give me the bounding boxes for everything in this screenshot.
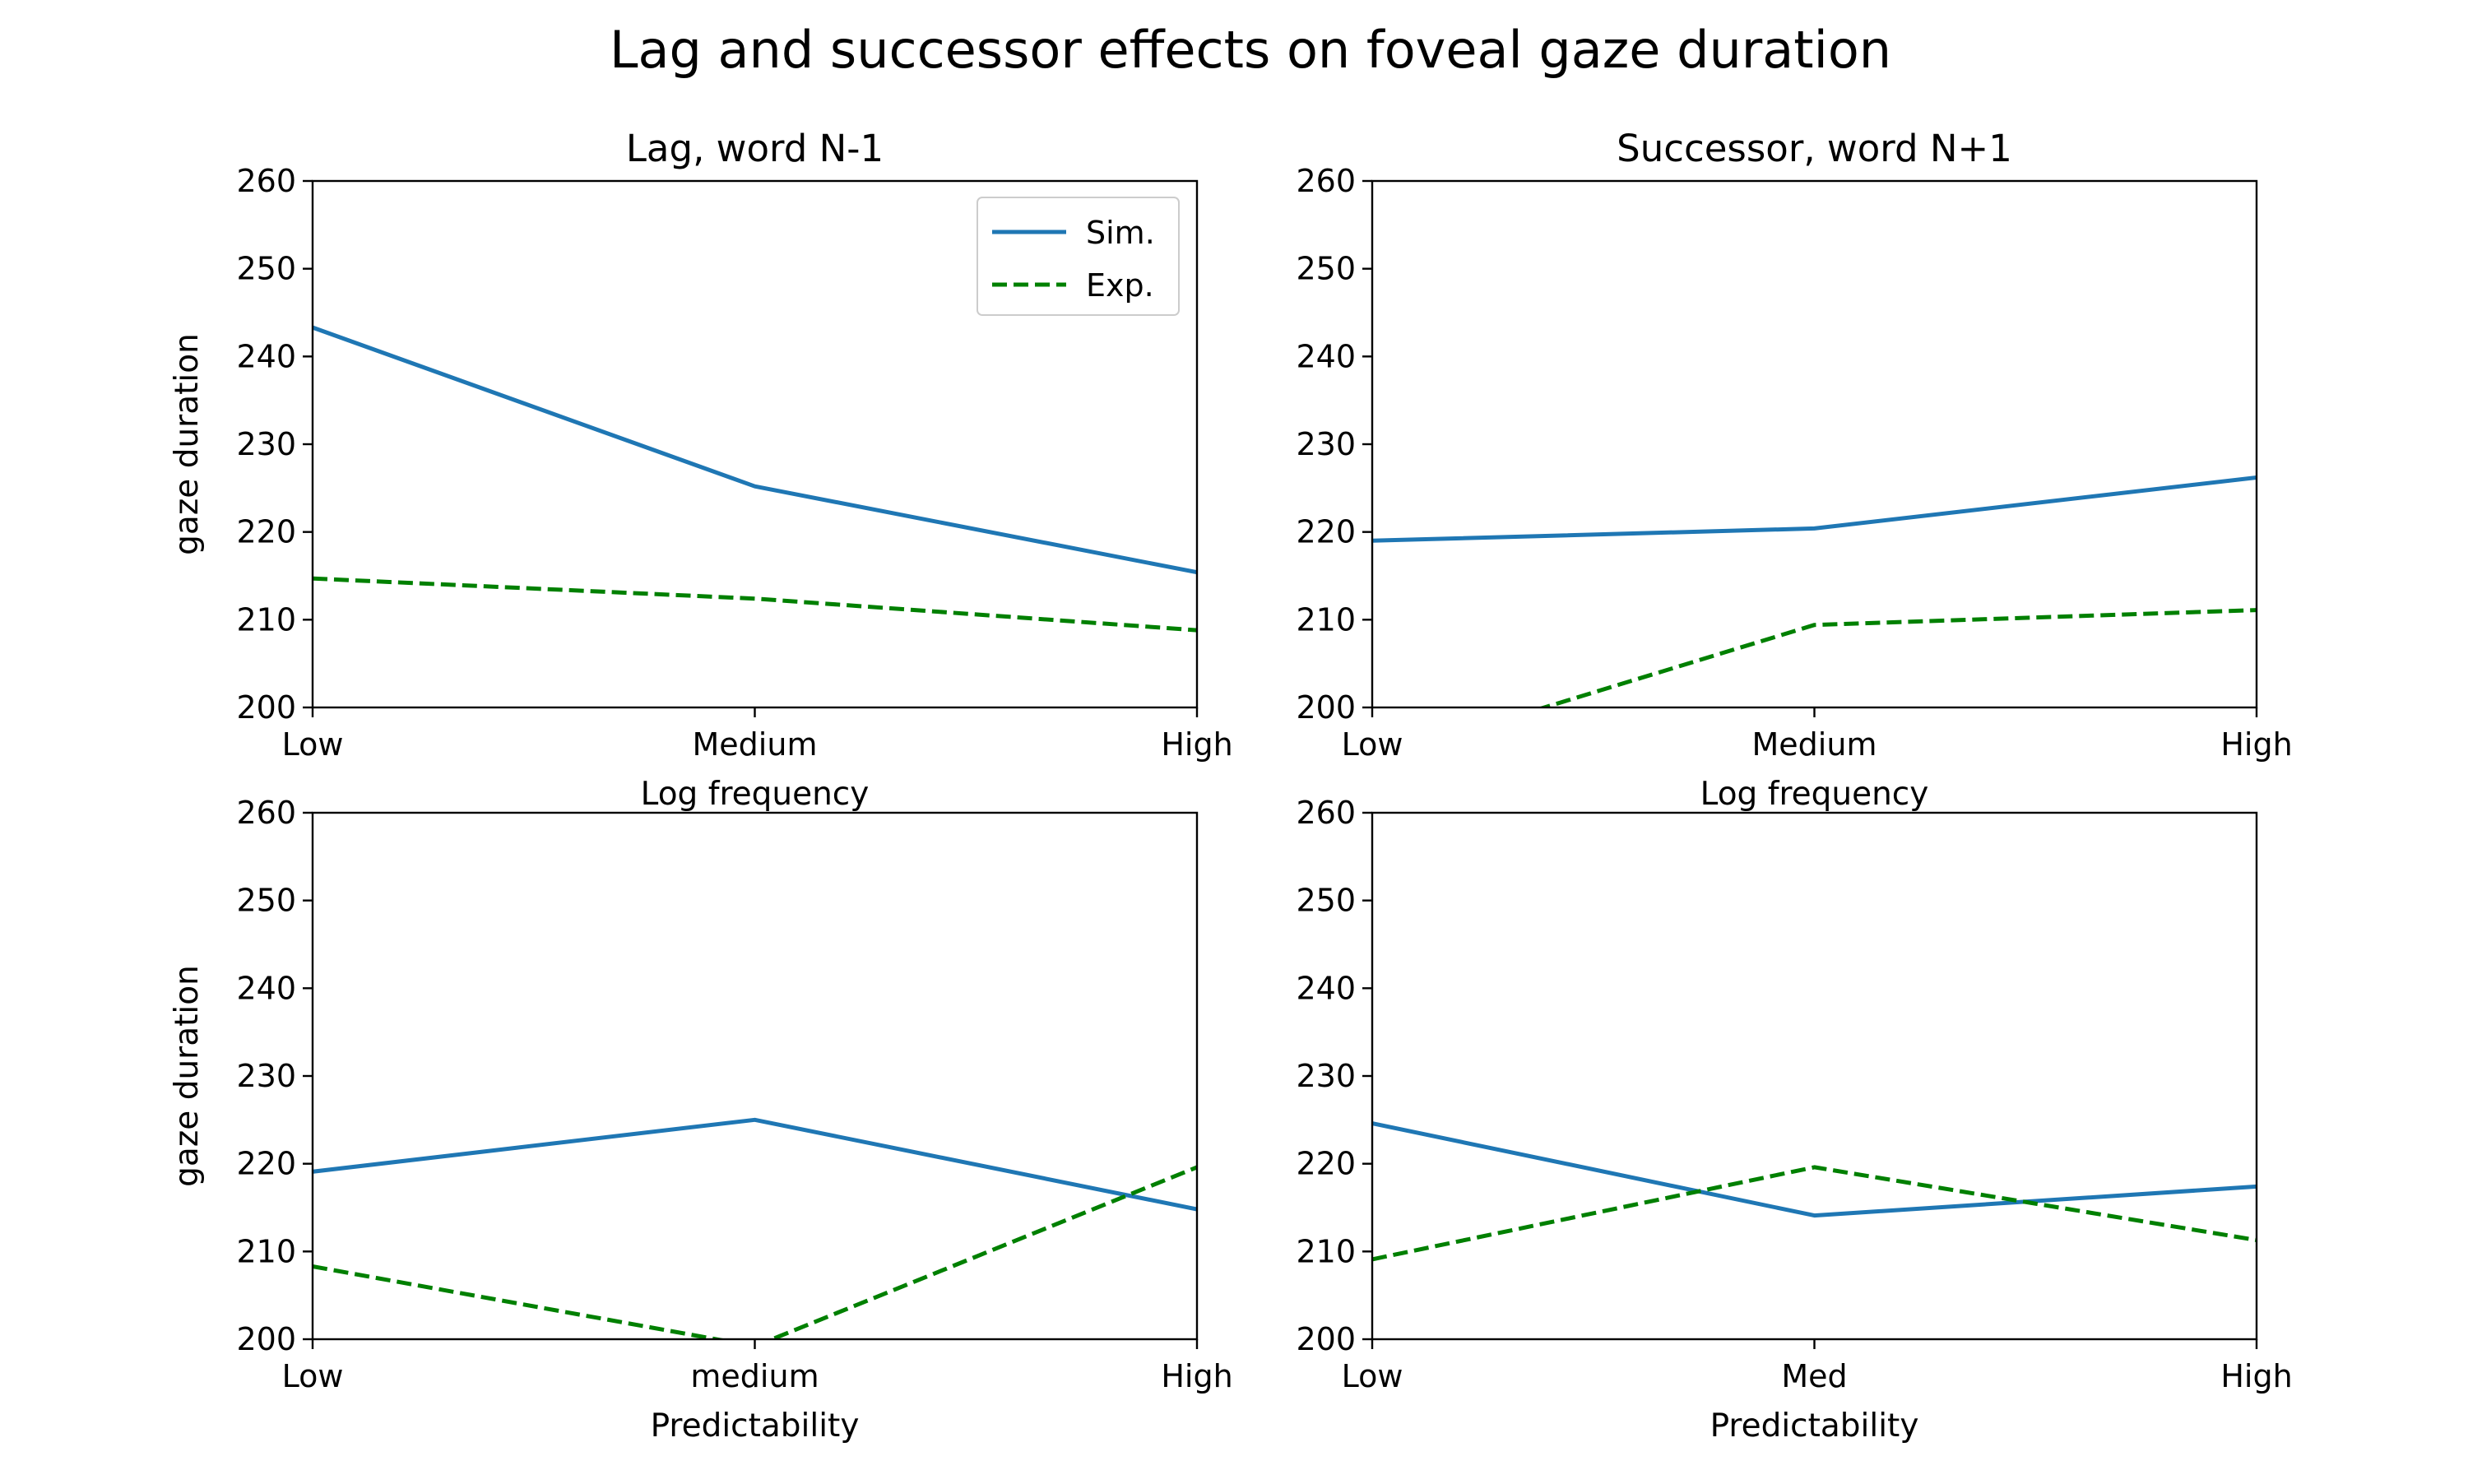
x-axis-label: Predictability bbox=[1710, 1407, 1919, 1445]
y-tick-label: 240 bbox=[236, 338, 296, 374]
series-line-sim bbox=[313, 1117, 1197, 1212]
x-tick-label: Medium bbox=[693, 726, 818, 763]
y-tick-label: 210 bbox=[1296, 601, 1356, 638]
y-tick-label: 240 bbox=[236, 970, 296, 1006]
subplot-title: Lag, word N-1 bbox=[626, 127, 884, 170]
legend: Sim. Exp. bbox=[977, 197, 1180, 316]
subplot-4: 200 210 220 230 240 250 260 Low Med High Predictab… bbox=[1296, 795, 2292, 1445]
y-tick-label: 250 bbox=[236, 251, 296, 287]
legend-label-exp: Exp. bbox=[1086, 267, 1154, 304]
subplot-title: Successor, word N+1 bbox=[1617, 127, 2012, 170]
x-tick-label: Low bbox=[1342, 726, 1403, 763]
axes-frame bbox=[1371, 179, 2258, 709]
legend-label-sim: Sim. bbox=[1086, 215, 1155, 251]
y-tick-label: 210 bbox=[236, 1233, 296, 1269]
y-tick-label: 200 bbox=[236, 689, 296, 726]
series-line-sim bbox=[1372, 475, 2257, 543]
subplot-1: 200 210 220 230 240 250 260 Low Medium High Log fr… bbox=[169, 127, 1233, 813]
x-axis-label: Log frequency bbox=[641, 776, 870, 813]
x-tick-label: medium bbox=[690, 1358, 819, 1394]
y-tick-label: 260 bbox=[236, 795, 296, 831]
y-tick-label: 200 bbox=[1296, 1321, 1356, 1357]
y-axis-label: gaze duration bbox=[169, 333, 206, 555]
y-axis-label: gaze duration bbox=[169, 965, 206, 1187]
y-tick-label: 250 bbox=[1296, 251, 1356, 287]
series-line-sim bbox=[1372, 1121, 2257, 1218]
y-tick-label: 240 bbox=[1296, 970, 1356, 1006]
y-tick-label: 210 bbox=[236, 601, 296, 638]
x-tick-label: Med bbox=[1781, 1358, 1847, 1394]
x-tick-label: High bbox=[1161, 1358, 1232, 1394]
y-tick-label: 260 bbox=[1296, 163, 1356, 199]
y-tick-label: 200 bbox=[1296, 689, 1356, 726]
x-tick-label: High bbox=[2220, 1358, 2292, 1394]
y-tick-label: 260 bbox=[1296, 795, 1356, 831]
x-axis-label: Log frequency bbox=[1700, 776, 1929, 813]
subplot-2: 200 210 220 230 240 250 260 Low Medium High Log fr… bbox=[1296, 127, 2292, 813]
y-tick-label: 220 bbox=[1296, 1146, 1356, 1182]
x-tick-label: Low bbox=[1342, 1358, 1403, 1394]
x-tick-label: High bbox=[1161, 726, 1232, 763]
y-tick-label: 260 bbox=[236, 163, 296, 199]
y-tick-label: 200 bbox=[236, 1321, 296, 1357]
y-tick-label: 250 bbox=[236, 883, 296, 919]
x-axis-label: Predictability bbox=[651, 1407, 860, 1445]
series-line-exp bbox=[1372, 1165, 2257, 1262]
y-tick-label: 220 bbox=[1296, 514, 1356, 550]
y-tick-label: 250 bbox=[1296, 883, 1356, 919]
series-line-exp bbox=[1537, 608, 2257, 707]
series-line-exp bbox=[313, 576, 1197, 633]
y-tick-label: 210 bbox=[1296, 1233, 1356, 1269]
y-tick-label: 230 bbox=[236, 426, 296, 462]
series-line-exp bbox=[313, 1165, 1197, 1339]
x-tick-label: Medium bbox=[1752, 726, 1877, 763]
y-tick-label: 230 bbox=[1296, 1058, 1356, 1094]
y-tick-label: 240 bbox=[1296, 338, 1356, 374]
x-tick-label: Low bbox=[282, 726, 344, 763]
axes-frame bbox=[1371, 811, 2258, 1341]
y-tick-label: 230 bbox=[1296, 426, 1356, 462]
x-tick-label: Low bbox=[282, 1358, 344, 1394]
axes-frame bbox=[311, 811, 1199, 1341]
y-tick-label: 230 bbox=[236, 1058, 296, 1094]
subplot-3: 200 210 220 230 240 250 260 Low medium High Predic… bbox=[169, 795, 1233, 1445]
y-tick-label: 220 bbox=[236, 1146, 296, 1182]
series-line-sim bbox=[313, 325, 1197, 575]
y-tick-label: 220 bbox=[236, 514, 296, 550]
figure-title: Lag and successor effects on foveal gaze… bbox=[610, 20, 1891, 80]
x-tick-label: High bbox=[2220, 726, 2292, 763]
